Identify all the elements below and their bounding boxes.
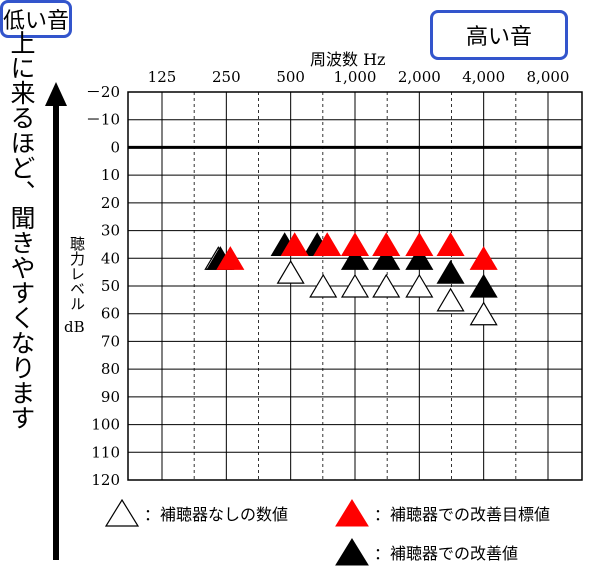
y-tick-label: 90 <box>101 388 120 406</box>
y-axis-unit: dB <box>64 318 85 336</box>
y-tick-label: 50 <box>101 277 120 295</box>
x-tick-label: 500 <box>276 68 305 86</box>
x-axis-label: 周波数 Hz <box>310 50 386 69</box>
low-sound-label-text: 低い音 <box>3 9 70 34</box>
black-triangle-marker <box>340 246 370 270</box>
up-arrow-icon <box>45 82 67 560</box>
legend-red-label: ：補聴器での改善目標値 <box>374 505 551 524</box>
red-triangle-marker <box>405 232 434 257</box>
x-tick-label: 250 <box>212 68 241 86</box>
legend-red-triangle: ：補聴器での改善目標値 <box>334 498 550 528</box>
legend-black-label: ：補聴器での改善値 <box>374 544 519 563</box>
black-triangle-marker <box>372 246 401 270</box>
legend-open-triangle: ：補聴器なしの数値 <box>104 498 288 528</box>
y-tick-label: 30 <box>101 222 120 240</box>
high-sound-label-text: 高い音 <box>465 25 532 50</box>
red-triangle-marker <box>280 232 309 257</box>
x-tick-label: 8,000 <box>527 68 570 86</box>
y-tick-label: －10 <box>86 111 120 129</box>
x-tick-label: 4,000 <box>462 68 505 86</box>
y-tick-label: －20 <box>86 83 120 101</box>
y-tick-label: 70 <box>101 332 120 350</box>
side-note: 上に来るほど、聞きやすくなります <box>7 30 36 430</box>
open-triangle-marker <box>309 273 338 298</box>
y-axis-label: 聴力レベル <box>68 236 86 311</box>
y-tick-label: 100 <box>91 416 120 434</box>
y-tick-label: 10 <box>101 166 120 184</box>
red-triangle-marker <box>436 232 465 257</box>
low-sound-label: 低い音 <box>0 0 73 38</box>
black-triangle-marker <box>469 273 498 298</box>
red-triangle-marker <box>313 232 342 257</box>
y-tick-label: 120 <box>91 471 120 489</box>
red-triangle-marker <box>372 232 401 257</box>
y-tick-label: 80 <box>101 360 120 378</box>
y-tick-label: 20 <box>101 194 120 212</box>
open-triangle-marker <box>469 301 498 326</box>
red-triangle-icon <box>335 499 369 527</box>
open-triangle-marker <box>340 273 370 298</box>
legend-black-triangle: ：補聴器での改善値 <box>334 537 518 567</box>
open-triangle-icon <box>104 498 140 527</box>
y-tick-label: 60 <box>101 305 120 323</box>
black-triangle-icon <box>335 538 369 566</box>
red-triangle-marker <box>340 232 370 257</box>
y-tick-label: 110 <box>91 443 120 461</box>
red-triangle-marker <box>216 246 245 270</box>
open-triangle-marker <box>436 287 465 312</box>
red-triangle-marker <box>469 246 498 270</box>
black-triangle-marker <box>405 246 434 270</box>
x-tick-label: 1,000 <box>334 68 377 86</box>
x-tick-label: 2,000 <box>398 68 441 86</box>
high-sound-label: 高い音 <box>430 10 568 60</box>
open-triangle-marker <box>276 259 305 284</box>
open-triangle-marker <box>405 273 434 298</box>
open-triangle-marker <box>372 273 401 298</box>
y-tick-label: 0 <box>110 138 120 156</box>
y-tick-label: 40 <box>101 249 120 267</box>
legend-open-label: ：補聴器なしの数値 <box>144 505 289 524</box>
black-triangle-marker <box>436 259 465 284</box>
x-tick-label: 125 <box>148 68 177 86</box>
